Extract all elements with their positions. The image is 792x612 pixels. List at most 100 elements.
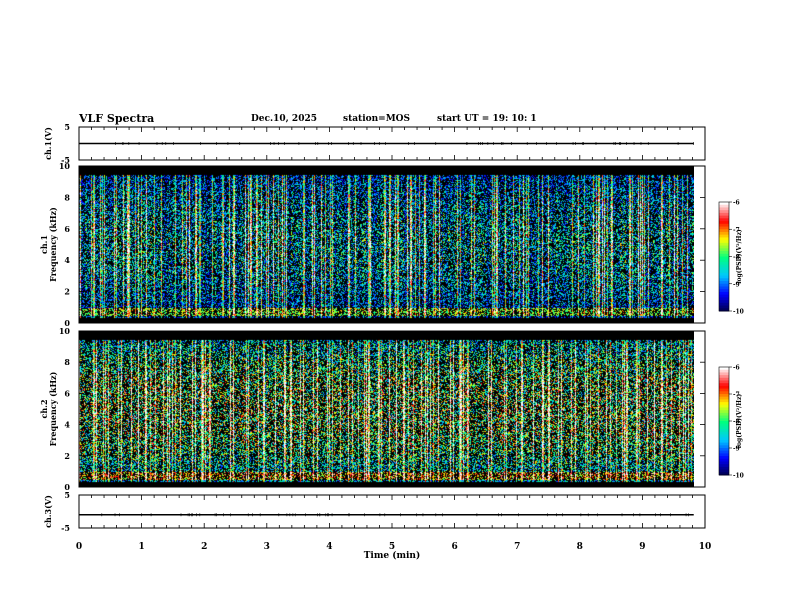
ch1-spec-colorbar-cell [719,226,729,230]
ch1-spec-colorbar-cell [719,245,729,249]
ch1-spec-colorbar-cell [719,212,729,217]
ch1-spec-colorbar-tick-label: -6 [733,200,740,207]
ch2-spec-colorbar-tick-label: -7 [733,392,740,399]
ch2-spec-colorbar-cell [719,375,729,379]
ch2-spec-colorbar-tick-label: -9 [733,446,740,453]
ch1-spec-colorbar-cell [719,207,729,211]
ch2-spec-colorbar-cell [719,453,729,457]
x-tick-label: 0 [76,542,82,552]
ch1-spec-colorbar-cell [719,264,729,268]
x-tick-label: 8 [577,542,583,552]
ch1-spec-ytick-label: 2 [64,287,70,297]
x-tick-label: 7 [514,542,520,552]
ch1-spec-colorbar-cell [719,256,729,260]
ch1-spec-colorbar-cell [719,261,729,266]
ch1-spec-colorbar-cell [719,204,729,208]
ch2-spec-colorbar-cell [719,431,729,435]
ch1-spec-colorbar-cell [719,215,729,219]
ch1-spec-ytick-label: 6 [64,224,70,234]
ch2-spec-colorbar-cell [719,380,729,384]
ch2-spec-colorbar-cell [719,437,729,441]
ch2-spec-colorbar-cell [719,372,729,376]
ch2-spec-colorbar-cell [719,369,729,373]
ch1-spec-colorbar-cell [719,251,729,255]
ch2-spec-colorbar-cell [719,464,729,468]
ch1-spec-colorbar-cell [719,248,729,252]
date-label: Dec.10, 2025 [251,114,317,124]
ch2-spec-colorbar-cell [719,383,729,387]
ch1-spec-image [79,166,694,323]
ch2-spec-colorbar-cell [719,450,729,454]
ch3-volt-ytick-label: 5 [64,490,70,500]
ch1-spec-colorbar-cell [719,270,729,274]
ch1-spec-ytick-label: 0 [64,318,70,328]
start-time-label: start UT = 19: 10: 1 [437,114,537,124]
ch2-spec-colorbar-tick-label: -8 [733,419,740,426]
ch1-spec-colorbar-cell [719,300,729,304]
ch2-spec-colorbar-cell [719,458,729,462]
ch1-spec-colorbar-cell [719,297,729,301]
ch2-spec-colorbar-tick-label: -10 [733,473,744,480]
ch3-volt-ylabel: ch.3(V) [43,495,53,528]
x-tick-label: 4 [326,542,332,552]
ch2-spec-colorbar-tick-label: -6 [733,365,740,372]
ch2-spec-colorbar-cell [719,469,729,473]
ch1-spec-colorbar-cell [719,253,729,257]
ch2-spec-colorbar-cell [719,426,729,430]
ch1-spec-colorbar-tick-label: -8 [733,254,740,261]
ch2-spec-ytick-label: 0 [64,482,70,492]
ch2-spec-colorbar-cell [719,456,729,460]
ch2-spec-ylabel-channel: ch.2 [39,399,49,418]
ch1-spec-colorbar-cell [719,286,729,290]
ch2-spec-colorbar-cell [719,385,729,390]
ch1-volt-ylabel: ch.1(V) [43,127,53,160]
ch2-spec-colorbar-cell [719,423,729,427]
ch2-spec-colorbar-cell [719,407,729,411]
ch1-spec-colorbar-cell [719,267,729,271]
ch2-spec-colorbar-cell [719,404,729,408]
ch2-spec-colorbar-cell [719,439,729,444]
ch1-spec-ytick-label: 10 [59,161,71,171]
ch1-spec-colorbar-cell [719,305,729,309]
ch1-spec-colorbar-cell [719,210,729,214]
ch2-spec-ytick-label: 4 [64,420,70,430]
ch3-volt-ytick-label: -5 [61,523,70,533]
ch1-spec-colorbar-cell [719,291,729,296]
x-tick-label: 10 [699,542,712,552]
ch1-spec-colorbar-cell [719,242,729,247]
ch1-spec-colorbar-cell [719,231,729,236]
ch1-spec-colorbar-cell [719,259,729,263]
ch1-spec-colorbar-cell [719,283,729,287]
ch2-spec-colorbar-cell [719,429,729,433]
ch2-spec-ytick-label: 6 [64,388,70,398]
ch2-spec-image [79,331,694,487]
ch1-spec-ytick-label: 4 [64,255,70,265]
ch2-spec-ytick-label: 2 [64,451,70,461]
ch2-spec-colorbar-cell [719,394,729,398]
ch1-spec-colorbar-cell [719,281,729,285]
plot-title: VLF Spectra [79,112,155,125]
ch2-spec-colorbar-cell [719,445,729,449]
ch2-spec-colorbar-cell [719,421,729,425]
ch1-spec-colorbar-tick-label: -7 [733,227,740,234]
ch2-spec-colorbar-cell [719,418,729,422]
ch1-spec-ylabel-channel: ch.1 [39,235,49,254]
ch2-spec-colorbar-cell [719,412,729,417]
ch2-spec-ylabel-freq: Frequency (kHz) [48,371,58,446]
ch2-spec-colorbar-cell [719,448,729,452]
x-tick-label: 2 [201,542,207,552]
ch1-spec-colorbar-cell [719,240,729,244]
x-tick-label: 1 [138,542,144,552]
x-tick-label: 6 [451,542,457,552]
ch1-spec-colorbar-tick-label: -10 [733,309,744,316]
ch1-spec-colorbar-cell [719,294,729,298]
ch1-spec-colorbar-cell [719,229,729,233]
ch2-spec-colorbar-cell [719,399,729,403]
ch2-spec-ytick-label: 10 [59,326,71,336]
ch1-spec-colorbar-cell [719,202,729,206]
station-label: station=MOS [343,114,411,124]
ch1-spec-colorbar-cell [719,218,729,222]
ch1-spec-colorbar-cell [719,272,729,277]
ch1-spec-colorbar-cell [719,237,729,241]
